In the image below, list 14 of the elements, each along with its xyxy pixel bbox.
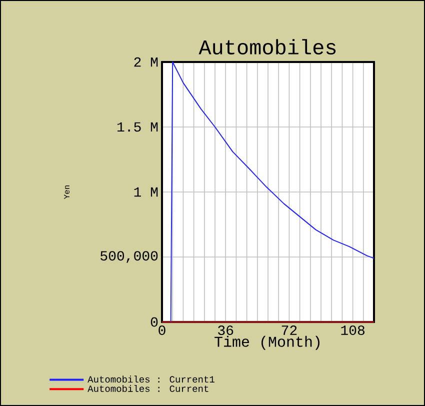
x-tick-label: 0 (158, 326, 166, 336)
x-tick-label: 36 (218, 326, 234, 336)
y-tick-label: 500,000 (100, 251, 158, 263)
legend-label: Automobiles : Current (88, 384, 208, 392)
x-axis-title: Time (Month) (214, 336, 320, 350)
x-tick-label: 72 (282, 326, 297, 335)
y-axis-title: Yen (64, 186, 70, 200)
y-tick-label: 1.5 M (117, 122, 158, 132)
y-tick-label: 2 M (134, 57, 158, 67)
y-tick-label: 1 M (134, 187, 158, 197)
x-tick-label: 108 (341, 326, 364, 336)
legend-label: Automobiles : Current1 (88, 376, 214, 383)
y-tick-label: 0 (150, 317, 158, 327)
chart-title: Automobiles (198, 39, 336, 54)
